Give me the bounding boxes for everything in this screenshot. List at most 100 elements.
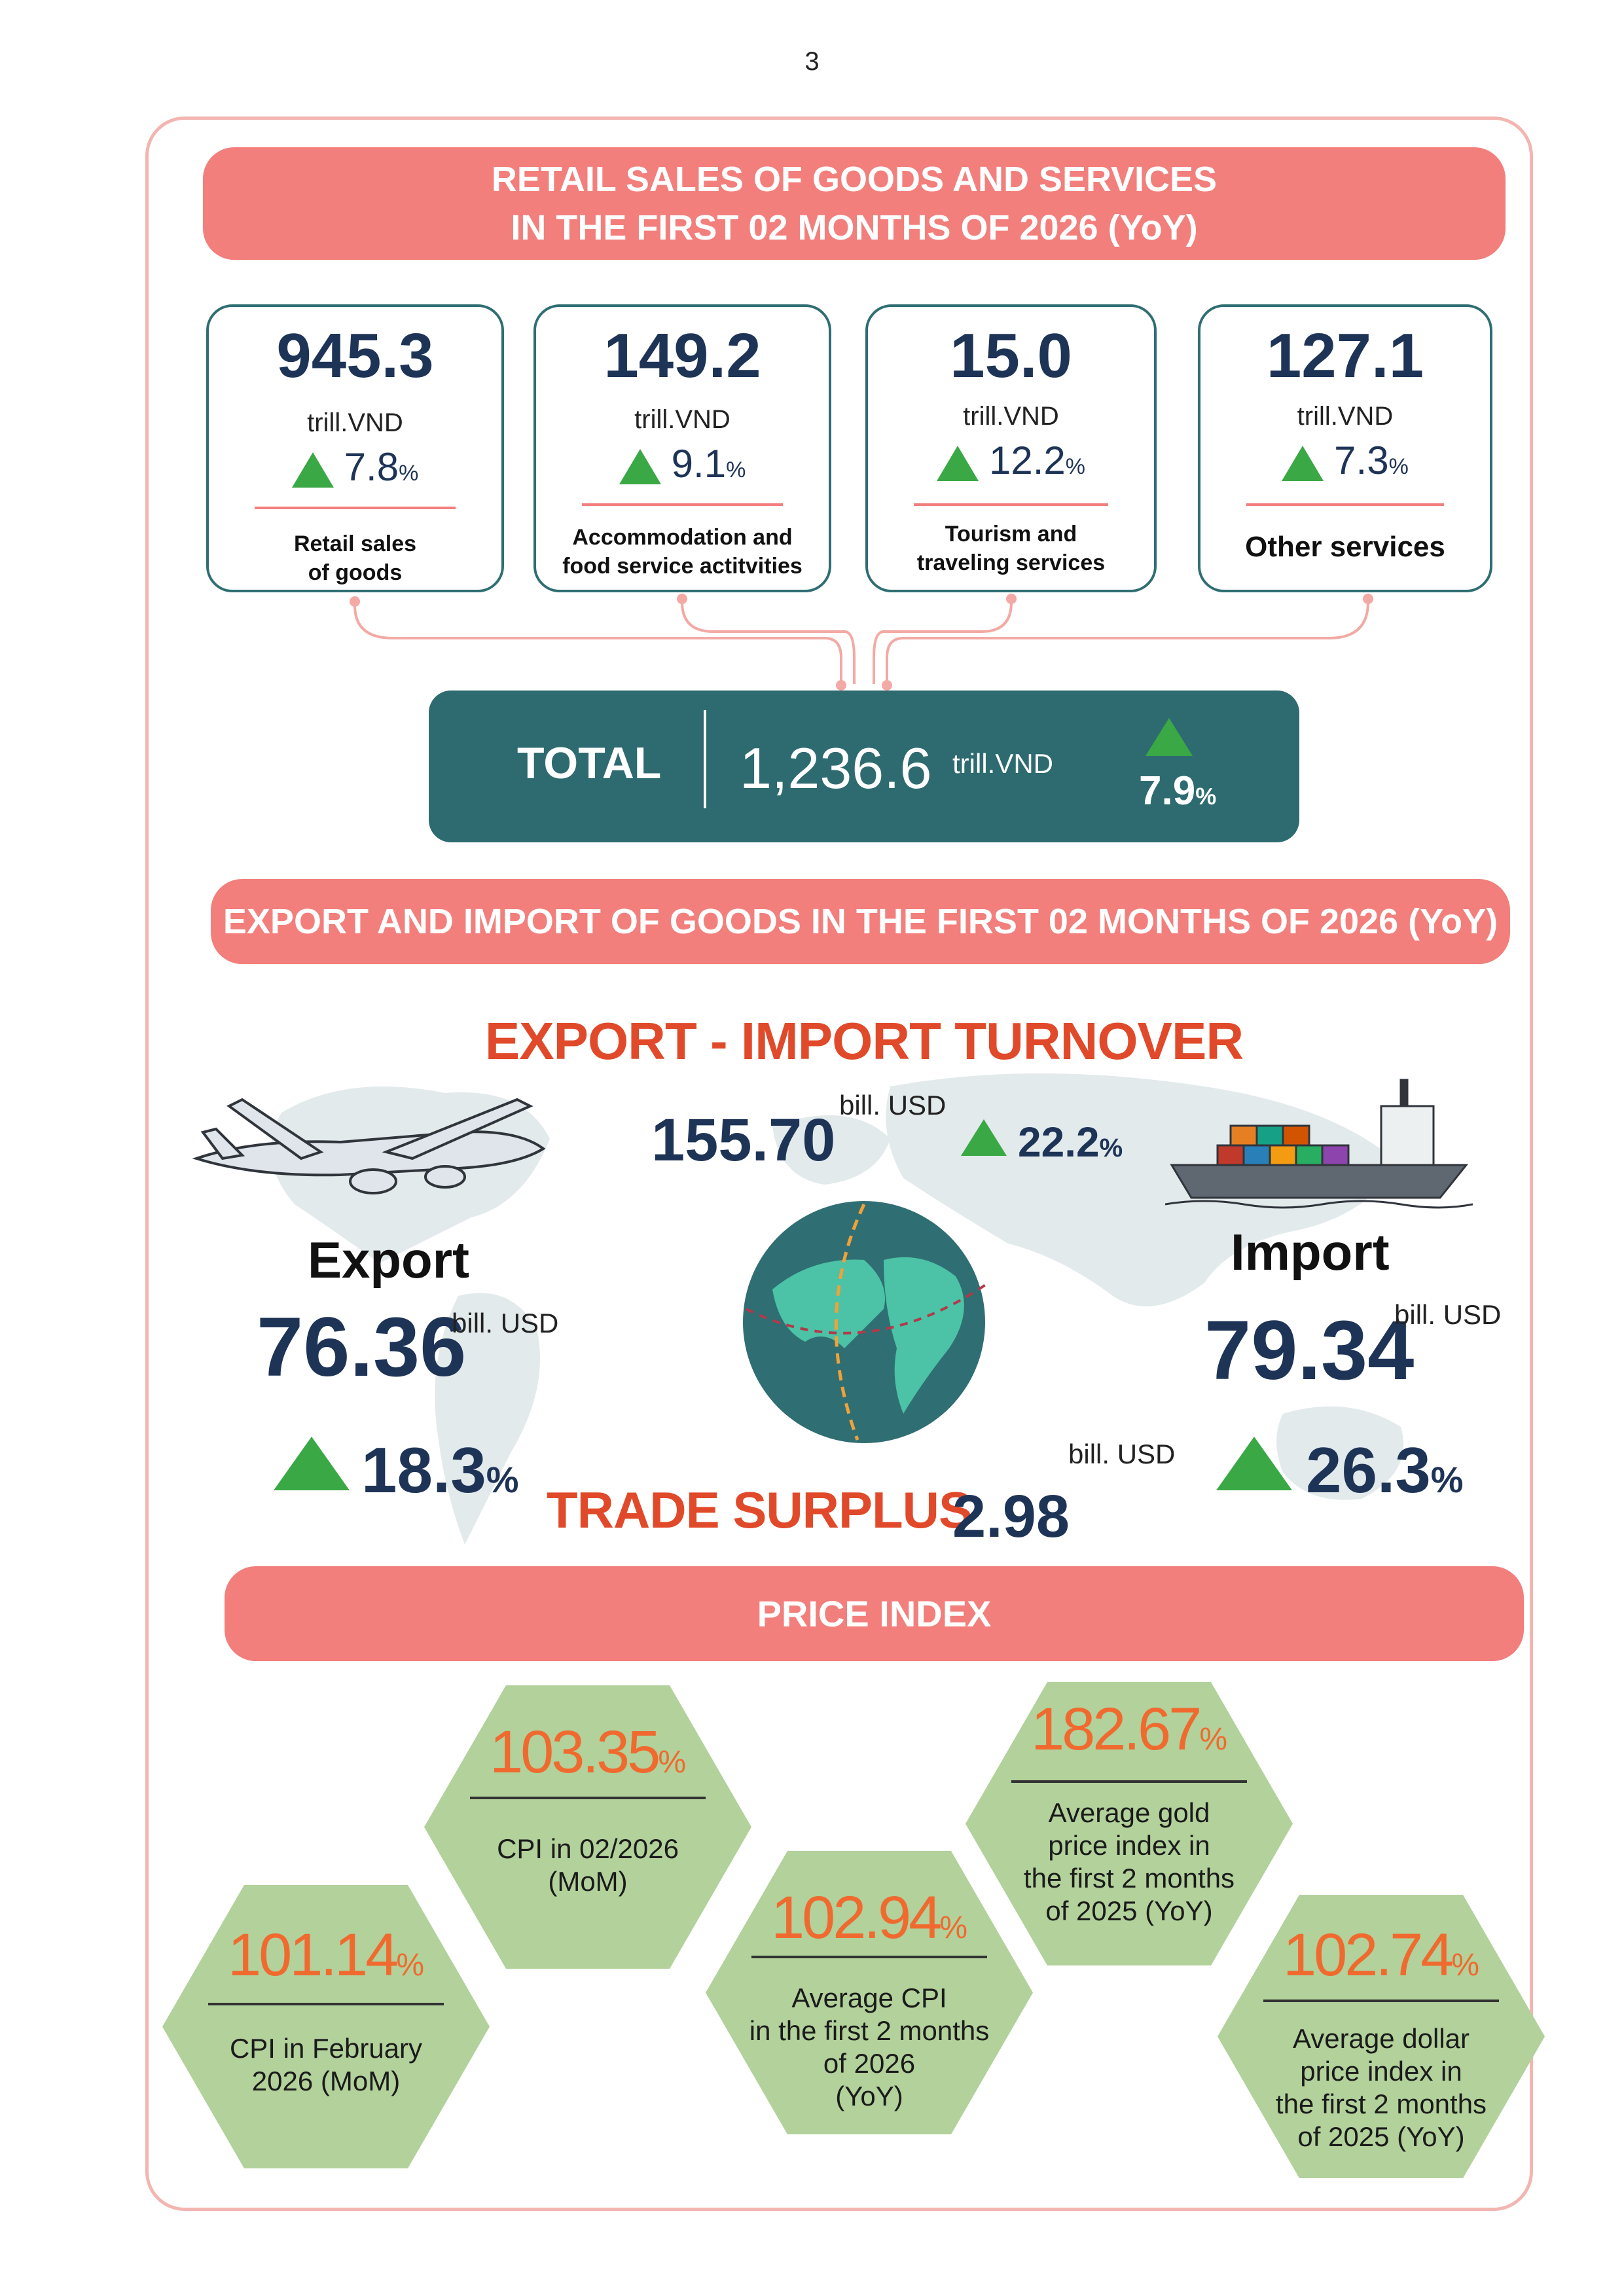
card-label-line1: Accommodation and: [572, 525, 793, 550]
hex-average-cpi: 102.94% Average CPI in the first 2 month…: [706, 1851, 1033, 2134]
airplane-icon: [192, 1098, 546, 1194]
hex-divider: [751, 1956, 987, 1958]
hex-label: Average dollar price index in the first …: [1250, 2022, 1512, 2153]
card-label-line1: Retail sales: [293, 531, 417, 556]
total-growth-percent: %: [1195, 783, 1217, 810]
card-divider: [1246, 503, 1444, 506]
card-label: Retail sales of goods: [209, 529, 501, 587]
hex-label-line: (MoM): [548, 1866, 628, 1897]
globe-icon: [743, 1201, 990, 1443]
up-triangle-icon: [961, 1119, 1007, 1156]
export-growth: 18.3%: [361, 1433, 519, 1507]
hex-label-line: 2026 (MoM): [251, 2066, 401, 2096]
hex-value: 102.94%: [706, 1884, 1033, 1952]
total-box: TOTAL 1,236.6 trill.VND 7.9%: [429, 691, 1299, 842]
growth-percent: %: [726, 457, 746, 482]
up-triangle-icon: [619, 449, 661, 485]
turnover-title: EXPORT - IMPORT TURNOVER: [484, 1012, 1244, 1070]
hex-label-line: CPI in 02/2026: [497, 1833, 679, 1864]
card-label-line2: traveling services: [916, 550, 1106, 575]
export-value: 76.36: [257, 1300, 467, 1394]
card-divider: [255, 507, 456, 509]
card-growth: 7.8%: [209, 444, 501, 490]
hex-divider: [208, 2003, 444, 2005]
retail-banner-line1: RETAIL SALES OF GOODS AND SERVICES: [491, 160, 1218, 199]
hex-label: CPI in February 2026 (MoM): [195, 2032, 457, 2098]
hex-label-line: Average CPI: [791, 1982, 947, 2013]
card-value: 15.0: [950, 321, 1072, 391]
total-value: 1,236.6: [740, 736, 932, 800]
card-label: Tourism and traveling services: [868, 520, 1154, 577]
card-divider: [582, 503, 783, 506]
up-triangle-icon: [1282, 446, 1324, 482]
growth-percent: %: [399, 461, 419, 486]
import-growth-value: 26.3: [1306, 1434, 1431, 1506]
trade-surplus-label: TRADE SURPLUS: [547, 1481, 973, 1539]
total-label: TOTAL: [517, 738, 662, 788]
hex-value: 182.67%: [965, 1695, 1293, 1764]
up-triangle-icon: [936, 446, 979, 482]
growth-value: 7.3: [1334, 439, 1389, 482]
hex-value-number: 101.14: [227, 1922, 399, 1988]
card-value: 127.1: [1266, 321, 1424, 391]
up-triangle-icon: [291, 452, 334, 488]
growth-percent: %: [1388, 454, 1409, 479]
total-growth: 7.9%: [1139, 768, 1216, 814]
hex-label-line: of 2025 (YoY): [1045, 1895, 1213, 1926]
card-label-line2: of goods: [308, 560, 403, 585]
hex-label: CPI in 02/2026 (MoM): [457, 1833, 719, 1898]
hex-label-line: the first 2 months: [1023, 1863, 1235, 1893]
import-growth-percent: %: [1430, 1459, 1464, 1500]
hex-value-number: 182.67: [1030, 1696, 1202, 1763]
import-value: 79.34: [1204, 1304, 1415, 1397]
card-growth: 12.2%: [868, 438, 1154, 483]
hex-value: 101.14%: [162, 1921, 490, 1990]
export-growth-value: 18.3: [361, 1434, 486, 1506]
card-label: Other services: [1200, 533, 1490, 562]
card-unit: trill.VND: [1297, 402, 1394, 431]
turnover-growth-value: 22.2: [1018, 1119, 1100, 1166]
hex-label-line: (YoY): [835, 2081, 903, 2111]
hex-value-number: 102.94: [770, 1884, 942, 1951]
up-triangle-icon: [1146, 718, 1193, 756]
hex-label-line: of 2025 (YoY): [1297, 2121, 1465, 2152]
card-label-line2: food service actitvities: [562, 554, 803, 579]
card-growth: 7.3%: [1200, 438, 1490, 483]
hex-label-line: in the first 2 months: [749, 2015, 990, 2046]
retail-card-accommodation: 149.2 trill.VND 9.1% Accommodation and f…: [533, 304, 831, 592]
hex-cpi-february: 101.14% CPI in February 2026 (MoM): [162, 1885, 490, 2168]
export-growth-percent: %: [486, 1459, 519, 1500]
hex-label-line: the first 2 months: [1275, 2089, 1487, 2119]
retail-banner: RETAIL SALES OF GOODS AND SERVICES IN TH…: [203, 147, 1506, 260]
retail-banner-line2: IN THE FIRST 02 MONTHS OF 2026 (YoY): [511, 208, 1198, 247]
up-triangle-icon: [1216, 1437, 1292, 1490]
hex-label-line: price index in: [1300, 2056, 1462, 2087]
card-value: 945.3: [276, 321, 434, 391]
growth-value: 7.8: [344, 445, 399, 489]
hex-value-number: 103.35: [489, 1719, 660, 1785]
hex-label-line: price index in: [1048, 1830, 1210, 1861]
turnover-value: 155.70: [651, 1107, 836, 1174]
hex-divider: [470, 1797, 706, 1799]
card-divider: [914, 503, 1108, 506]
hex-label: Average gold price index in the first 2 …: [998, 1797, 1260, 1928]
hex-label-line: of 2026: [823, 2048, 916, 2079]
card-value: 149.2: [604, 321, 761, 391]
total-unit: trill.VND: [952, 748, 1053, 779]
card-growth: 9.1%: [536, 441, 829, 486]
hex-value-percent: %: [939, 1910, 968, 1945]
card-unit: trill.VND: [634, 405, 731, 434]
card-unit: trill.VND: [307, 408, 403, 437]
total-divider: [704, 710, 706, 808]
hex-cpi-02-2026: 103.35% CPI in 02/2026 (MoM): [424, 1685, 751, 1969]
hex-divider: [1263, 2000, 1499, 2002]
retail-card-tourism: 15.0 trill.VND 12.2% Tourism and traveli…: [865, 304, 1157, 592]
card-label: Accommodation and food service actitviti…: [536, 523, 829, 581]
hex-label-line: CPI in February: [229, 2033, 423, 2064]
trade-surplus-value: 2.98: [952, 1483, 1070, 1550]
page-number: 3: [804, 47, 820, 76]
hex-label: Average CPI in the first 2 months of 202…: [738, 1982, 1000, 2113]
hex-value-number: 102.74: [1282, 1922, 1454, 1988]
import-unit: bill. USD: [1394, 1299, 1502, 1330]
hex-value: 102.74%: [1218, 1921, 1545, 1990]
